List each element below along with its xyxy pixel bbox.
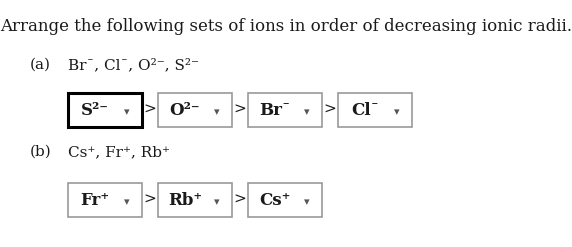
Text: Cs⁺: Cs⁺ — [259, 191, 291, 208]
Text: Cl¯: Cl¯ — [351, 102, 379, 119]
Text: Cs⁺, Fr⁺, Rb⁺: Cs⁺, Fr⁺, Rb⁺ — [68, 145, 170, 159]
Text: ▾: ▾ — [394, 107, 400, 117]
Text: >: > — [324, 103, 336, 117]
Text: Arrange the following sets of ions in order of decreasing ionic radii.: Arrange the following sets of ions in or… — [0, 18, 572, 35]
FancyBboxPatch shape — [338, 93, 412, 127]
FancyBboxPatch shape — [68, 183, 142, 217]
Text: (b): (b) — [30, 145, 51, 159]
Text: (a): (a) — [30, 58, 51, 72]
Text: Br¯, Cl¯, O²⁻, S²⁻: Br¯, Cl¯, O²⁻, S²⁻ — [68, 58, 199, 72]
Text: O²⁻: O²⁻ — [170, 102, 200, 119]
Text: >: > — [144, 103, 156, 117]
FancyBboxPatch shape — [68, 93, 142, 127]
Text: Br¯: Br¯ — [259, 102, 291, 119]
Text: ▾: ▾ — [124, 197, 130, 207]
Text: >: > — [233, 103, 247, 117]
FancyBboxPatch shape — [248, 183, 322, 217]
Text: >: > — [233, 193, 247, 207]
FancyBboxPatch shape — [158, 93, 232, 127]
FancyBboxPatch shape — [248, 93, 322, 127]
Text: ▾: ▾ — [214, 107, 220, 117]
Text: ▾: ▾ — [304, 107, 310, 117]
Text: ▾: ▾ — [304, 197, 310, 207]
Text: S²⁻: S²⁻ — [81, 102, 109, 119]
Text: Rb⁺: Rb⁺ — [168, 191, 202, 208]
Text: ▾: ▾ — [214, 197, 220, 207]
FancyBboxPatch shape — [158, 183, 232, 217]
Text: Fr⁺: Fr⁺ — [81, 191, 110, 208]
Text: >: > — [144, 193, 156, 207]
Text: ▾: ▾ — [124, 107, 130, 117]
